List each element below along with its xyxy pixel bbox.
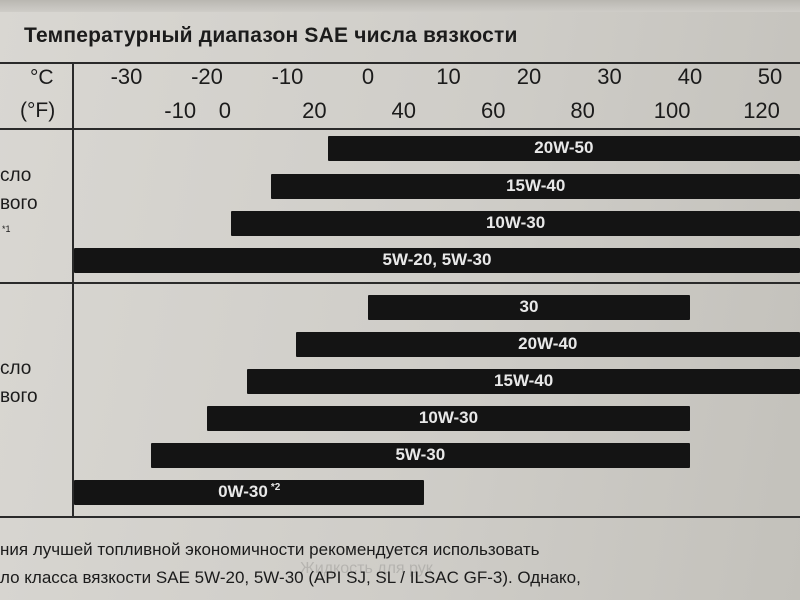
celsius-tick: -10: [271, 64, 304, 89]
celsius-tick: 50: [757, 64, 783, 89]
viscosity-bar-label: 20W-40: [518, 334, 578, 353]
celsius-tick: 40: [677, 64, 703, 89]
unit-column-line: [72, 62, 74, 518]
fahrenheit-tick: 100: [653, 98, 691, 123]
left-label-note: *1: [2, 224, 11, 234]
body-text-line-1: ния лучшей топливной экономичности реком…: [0, 540, 540, 559]
fahrenheit-unit: (°F): [20, 99, 56, 122]
viscosity-bar-label: 0W-30 *2: [218, 482, 281, 501]
viscosity-bar: 15W-40: [247, 369, 800, 394]
viscosity-bar-label: 30: [519, 297, 539, 316]
fahrenheit-tick: 20: [302, 98, 327, 123]
viscosity-bar-label: 20W-50: [534, 138, 594, 157]
viscosity-bar: 0W-30 *2: [74, 480, 425, 505]
fahrenheit-tick: 40: [391, 98, 417, 123]
left-label-line-3: сло: [0, 358, 32, 379]
previous-text-strip: [0, 0, 800, 12]
viscosity-bar: 5W-20, 5W-30: [74, 248, 800, 273]
left-label-line-4: вого: [0, 386, 38, 407]
viscosity-bar-label: 15W-40: [494, 371, 554, 390]
viscosity-bar-label: 10W-30: [418, 408, 479, 427]
viscosity-bar: 15W-40: [271, 174, 800, 199]
left-label-line-2: вого: [0, 193, 38, 214]
viscosity-bar: 20W-40: [295, 332, 800, 357]
celsius-tick: 30: [597, 64, 622, 89]
viscosity-bar: 5W-30: [150, 443, 690, 468]
group-divider-line: [0, 282, 800, 284]
celsius-unit: °C: [30, 66, 54, 89]
fahrenheit-tick: 60: [480, 98, 506, 123]
header-bottom-line: [0, 128, 800, 130]
fahrenheit-tick: 80: [570, 98, 595, 123]
bleed-through-text: Жидкость для рук: [300, 560, 433, 577]
table-top-line: [0, 62, 800, 64]
celsius-tick: -20: [191, 64, 223, 89]
left-label-line-1: сло: [0, 165, 32, 186]
fahrenheit-tick: -10: [164, 98, 197, 123]
viscosity-bar-label: 5W-30: [395, 445, 446, 464]
viscosity-bar: 10W-30: [207, 406, 690, 431]
viscosity-bar-label: 15W-40: [506, 176, 566, 195]
viscosity-bar: 10W-30: [231, 211, 800, 236]
celsius-tick: -30: [110, 64, 143, 89]
viscosity-bar: 20W-50: [327, 136, 800, 161]
viscosity-bar-label: 5W-20, 5W-30: [382, 250, 492, 269]
celsius-tick: 20: [516, 64, 542, 89]
fahrenheit-tick: 120: [743, 98, 780, 123]
celsius-tick: 0: [361, 64, 375, 89]
viscosity-bar: 30: [368, 295, 690, 320]
celsius-tick: 10: [436, 64, 461, 89]
viscosity-bar-note: *2: [270, 482, 281, 493]
body-text-line-2: ло класса вязкости SAE 5W-20, 5W-30 (API…: [0, 568, 581, 587]
fahrenheit-tick: 0: [218, 98, 231, 123]
table-bottom-line: [0, 516, 800, 518]
viscosity-bar-label: 10W-30: [485, 213, 546, 232]
chart-title: Температурный диапазон SAE числа вязкост…: [24, 24, 518, 47]
